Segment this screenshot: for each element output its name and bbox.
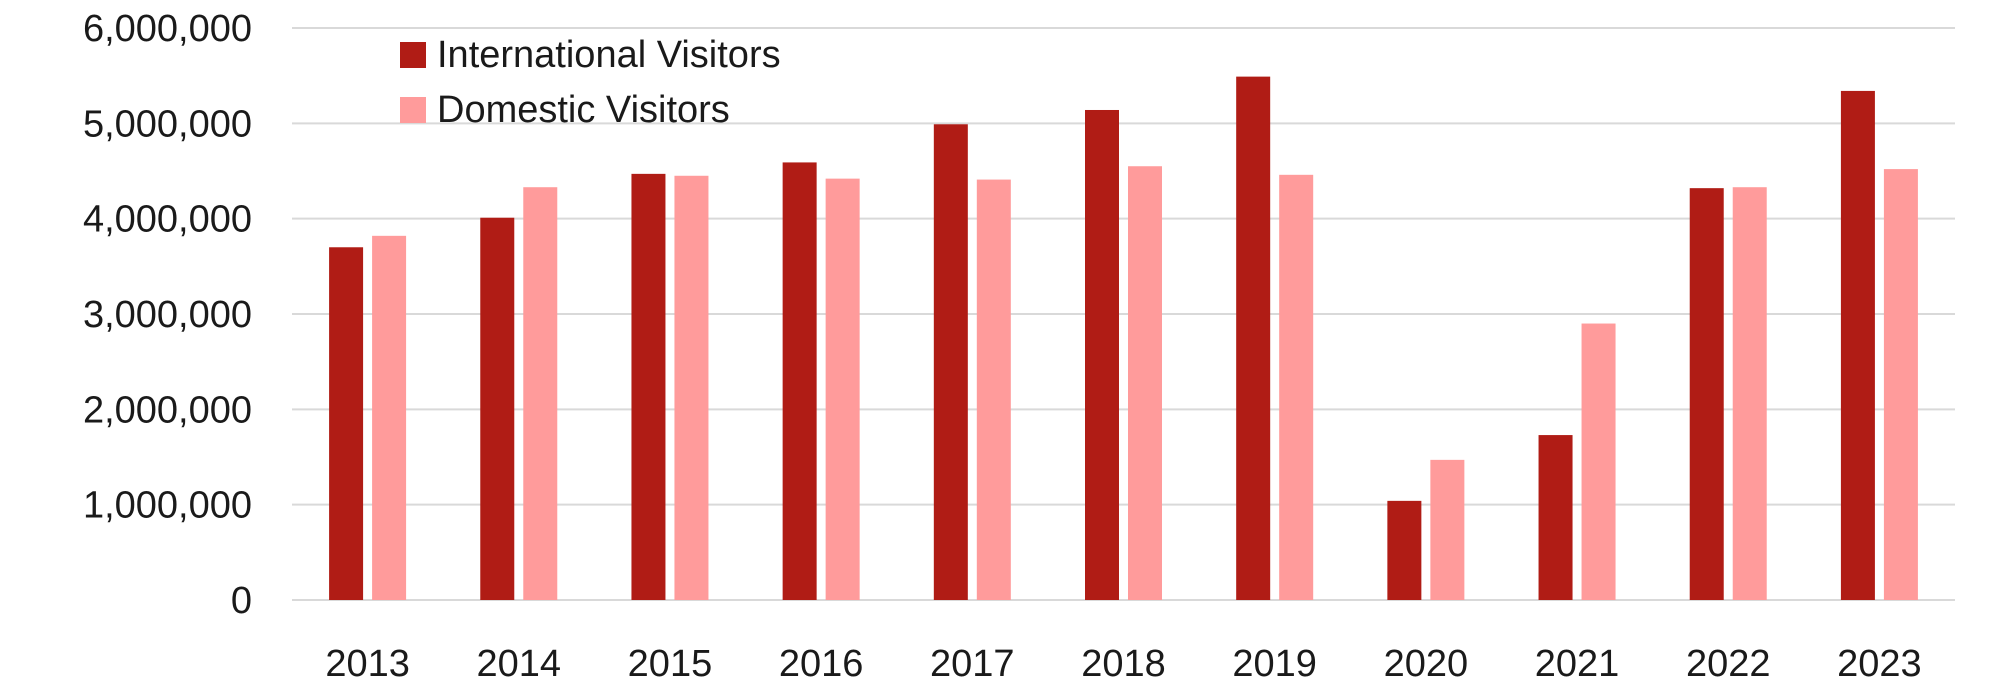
- bar-international-2013: [329, 247, 364, 600]
- x-tick-label: 2019: [1232, 643, 1317, 685]
- x-tick-label: 2017: [930, 643, 1015, 685]
- bar-domestic-2018: [1128, 166, 1162, 600]
- x-tick-label: 2023: [1837, 643, 1922, 685]
- bar-international-2018: [1085, 109, 1119, 600]
- legend-label: International Visitors: [437, 34, 781, 76]
- x-tick-label: 2015: [628, 643, 713, 685]
- bar-international-2014: [480, 217, 515, 601]
- y-tick-label: 1,000,000: [83, 485, 252, 527]
- bar-domestic-2015: [674, 175, 709, 600]
- bar-international-2020: [1387, 500, 1422, 600]
- bar-domestic-2020: [1430, 459, 1465, 600]
- legend-swatch: [400, 42, 426, 68]
- y-tick-label: 2,000,000: [83, 389, 252, 431]
- x-axis-tick-labels: 2013 2014 2015 2016 2017 2018 2019 2020 2021 2022…: [325, 643, 1921, 685]
- bar-international-2023: [1840, 90, 1875, 601]
- x-tick-label: 2014: [476, 643, 561, 685]
- bar-domestic-2017: [976, 179, 1011, 600]
- legend-label: Domestic Visitors: [437, 89, 730, 131]
- bar-domestic-2023: [1883, 169, 1918, 601]
- y-tick-label: 0: [231, 580, 252, 622]
- x-tick-label: 2022: [1686, 643, 1771, 685]
- bar-international-2015: [631, 173, 666, 601]
- x-tick-label: 2020: [1384, 643, 1469, 685]
- bar-domestic-2019: [1279, 174, 1314, 600]
- bar-domestic-2021: [1581, 323, 1616, 600]
- x-tick-label: 2021: [1535, 643, 1620, 685]
- bar-international-2017: [933, 124, 968, 600]
- bar-international-2022: [1689, 188, 1724, 600]
- legend: International Visitors Domestic Visitors: [400, 34, 781, 131]
- x-tick-label: 2013: [325, 643, 410, 685]
- y-tick-label: 3,000,000: [83, 294, 252, 336]
- x-tick-label: 2016: [779, 643, 864, 685]
- y-axis-tick-labels: 0 1,000,000 2,000,000 3,000,000 4,000,000 5,0…: [83, 8, 252, 622]
- bar-domestic-2022: [1732, 187, 1767, 600]
- bar-international-2016: [782, 162, 817, 601]
- gridlines: [292, 27, 1955, 601]
- x-tick-label: 2018: [1081, 643, 1166, 685]
- bar-international-2021: [1538, 435, 1573, 600]
- bar-domestic-2014: [523, 187, 558, 600]
- bar-international-2019: [1236, 76, 1271, 601]
- y-tick-label: 5,000,000: [83, 103, 252, 145]
- y-tick-label: 4,000,000: [83, 199, 252, 241]
- bar-domestic-2013: [372, 235, 407, 600]
- bar-domestic-2016: [825, 178, 860, 601]
- y-tick-label: 6,000,000: [83, 8, 252, 50]
- legend-swatch: [400, 97, 426, 123]
- bars: [329, 76, 1918, 601]
